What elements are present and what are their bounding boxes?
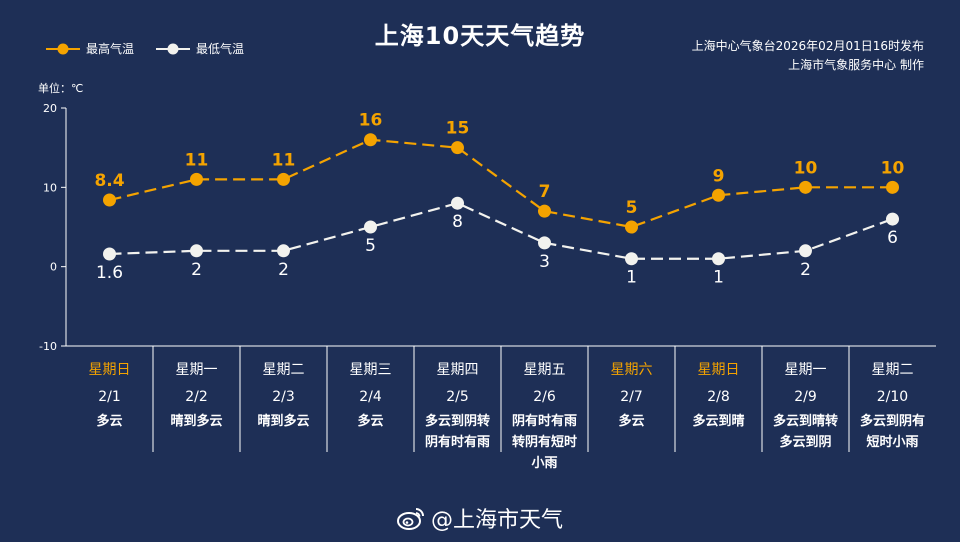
watermark-text: @上海市天气 [430, 508, 563, 533]
date-label: 2/9 [794, 389, 817, 405]
weather-description: 多云 [357, 413, 383, 429]
low-temp-label: 5 [365, 236, 376, 256]
weekday-label: 星期六 [611, 362, 653, 378]
high-temp-label: 9 [713, 166, 725, 186]
producer-text: 上海市气象服务中心 制作 [788, 58, 924, 72]
low-temp-legend-marker [156, 43, 191, 54]
weather-description: 晴到多云 [170, 413, 222, 429]
low-temp-point [886, 212, 899, 226]
high-temp-point [451, 141, 464, 155]
weather-description: 晴到多云 [257, 413, 309, 429]
date-label: 2/7 [620, 389, 643, 405]
low-temp-line [109, 202, 893, 260]
weekday-label: 星期日 [89, 362, 131, 378]
high-temp-label: 16 [359, 111, 383, 131]
low-temp-point [538, 236, 551, 250]
weather-description: 转阴有短时 [512, 434, 577, 450]
weather-description: 阴有时有雨 [512, 413, 577, 429]
legend-item-low: 最低气温 [156, 40, 244, 57]
legend-label-high: 最高气温 [86, 42, 135, 56]
weather-description: 短时小雨 [866, 434, 918, 450]
high-temp-label: 8.4 [94, 171, 124, 191]
high-temp-label: 5 [626, 198, 638, 218]
weather-description: 多云到晴转 [773, 413, 838, 429]
date-label: 2/1 [98, 389, 121, 405]
weekday-label: 星期二 [872, 362, 914, 378]
low-temp-label: 2 [800, 260, 811, 280]
legend-item-high: 最高气温 [46, 40, 134, 57]
low-temp-point [364, 220, 377, 234]
y-tick-label: 10 [43, 181, 57, 194]
legend-label-low: 最低气温 [196, 42, 245, 56]
low-temp-label: 6 [887, 228, 898, 248]
weekday-label: 星期五 [524, 362, 566, 378]
weather-description: 多云到阴 [779, 434, 831, 450]
date-label: 2/3 [272, 389, 295, 405]
low-temp-label: 3 [539, 252, 550, 272]
weekday-label: 星期三 [350, 362, 392, 378]
weekday-label: 星期一 [785, 362, 827, 378]
low-temp-point [277, 244, 290, 258]
weather-description: 多云 [96, 413, 122, 429]
weekday-label: 星期一 [176, 362, 218, 378]
high-temp-label: 10 [794, 158, 818, 178]
high-temp-legend-marker [46, 43, 80, 54]
low-temp-point [103, 247, 116, 261]
low-temp-label: 2 [191, 260, 202, 280]
weather-description: 小雨 [531, 456, 557, 471]
high-temp-label: 15 [446, 119, 470, 139]
high-temp-label: 10 [881, 158, 905, 178]
date-label: 2/2 [185, 389, 208, 405]
low-temp-point [799, 244, 812, 258]
issuer-info: 上海中心气象台2026年02月01日16时发布 上海市气象服务中心 制作 [692, 37, 924, 75]
date-label: 2/8 [707, 389, 730, 405]
low-temp-point [190, 244, 203, 258]
high-temp-point [799, 180, 812, 194]
high-temp-point [886, 180, 899, 194]
weather-description: 多云到阴转 [425, 413, 490, 429]
weather-description: 多云到阴有 [860, 413, 925, 429]
high-temp-point [538, 204, 551, 218]
high-temp-point [190, 172, 203, 186]
issue-time-text: 上海中心气象台2026年02月01日16时发布 [691, 39, 924, 53]
page-title: 上海10天天气趋势 [374, 22, 586, 50]
weibo-icon [396, 508, 424, 530]
y-tick-label: 0 [50, 261, 57, 274]
date-label: 2/5 [446, 389, 469, 405]
weekday-label: 星期四 [437, 362, 479, 378]
weather-description: 阴有时有雨 [425, 434, 490, 450]
unit-label: 单位：℃ [38, 82, 84, 95]
low-temp-point [625, 252, 638, 266]
date-label: 2/4 [359, 389, 382, 405]
low-temp-label: 2 [278, 260, 289, 280]
high-temp-label: 11 [272, 150, 296, 170]
y-tick-label: 20 [43, 102, 57, 115]
low-temp-label: 1 [626, 268, 637, 288]
weather-description: 多云 [618, 413, 644, 429]
low-temp-label: 8 [452, 212, 463, 232]
low-temp-point [451, 196, 464, 210]
chart-legend: 最高气温 最低气温 [46, 40, 266, 57]
date-label: 2/6 [533, 389, 556, 405]
high-temp-point [103, 193, 116, 207]
weekday-label: 星期日 [698, 362, 740, 378]
weekday-label: 星期二 [263, 362, 305, 378]
high-temp-label: 7 [539, 182, 551, 202]
date-label: 2/10 [877, 389, 908, 405]
weibo-watermark: @上海市天气 [0, 502, 960, 534]
y-tick-label: -10 [39, 340, 57, 353]
low-temp-point [712, 252, 725, 266]
high-temp-point [277, 172, 290, 186]
high-temp-label: 11 [185, 150, 209, 170]
low-temp-label: 1.6 [96, 263, 123, 283]
high-temp-line [109, 138, 893, 229]
high-temp-point [712, 188, 725, 202]
low-temp-label: 1 [713, 268, 724, 288]
high-temp-point [625, 220, 638, 234]
high-temp-point [364, 133, 377, 147]
weather-description: 多云到晴 [692, 413, 744, 429]
